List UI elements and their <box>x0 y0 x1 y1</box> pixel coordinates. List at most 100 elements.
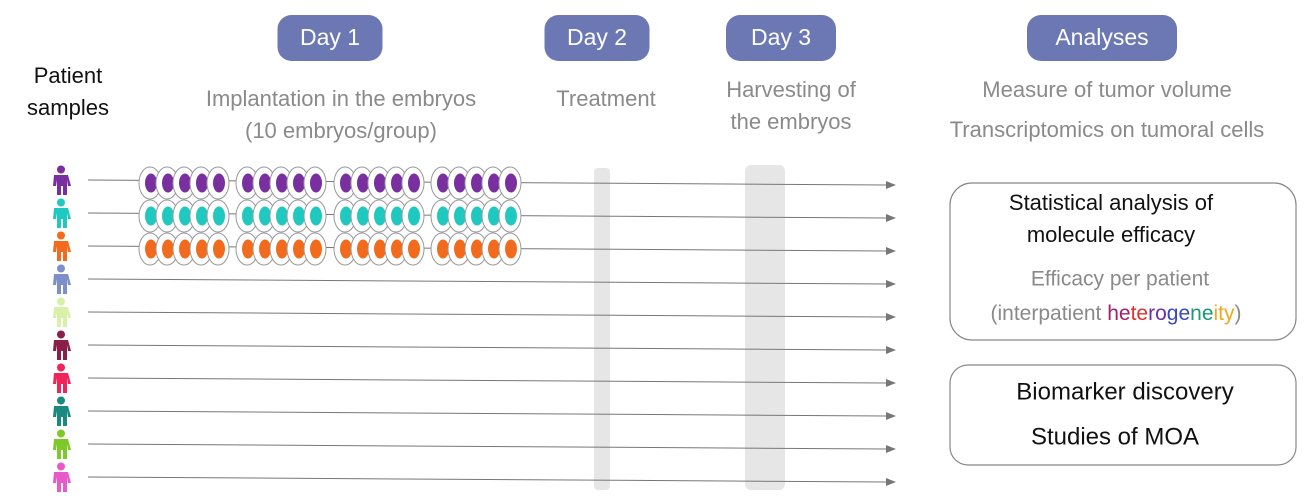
patient-head <box>57 298 65 306</box>
patient-body <box>53 373 71 393</box>
patient-body <box>53 472 71 492</box>
embryo-tumor <box>213 174 225 193</box>
embryo-tumor <box>145 207 157 226</box>
step-label: Transcriptomics on tumoral cells <box>950 117 1265 142</box>
patient-head <box>57 232 65 240</box>
arrow-head <box>886 346 896 354</box>
day-label: Analyses <box>1055 24 1148 50</box>
patient-head <box>57 397 65 405</box>
patient-body <box>53 175 71 195</box>
embryo-tumor <box>454 240 466 259</box>
day-label: Day 3 <box>751 24 811 50</box>
embryo-tumor <box>310 240 322 259</box>
embryo-tumor <box>391 174 403 193</box>
patient-head <box>57 199 65 207</box>
embryo-tumor <box>259 174 271 193</box>
embryo-tumor <box>310 174 322 193</box>
embryo-tumor <box>505 207 517 226</box>
embryo-tumor <box>471 240 483 259</box>
patient-head <box>57 463 65 471</box>
embryo-tumor <box>276 174 288 193</box>
arrow-head <box>886 214 896 222</box>
embryo-tumor <box>259 207 271 226</box>
arrow-head <box>886 478 896 486</box>
embryo-tumor <box>454 207 466 226</box>
embryo-tumor <box>437 174 449 193</box>
note-segment: he <box>1107 302 1130 325</box>
embryo-tumor <box>196 240 208 259</box>
embryo-tumor <box>357 240 369 259</box>
embryo-tumor <box>145 174 157 193</box>
note-segment: ) <box>1235 302 1242 325</box>
note-segment: te <box>1131 302 1149 325</box>
embryo-tumor <box>374 174 386 193</box>
embryo-tumor <box>374 207 386 226</box>
patient-body <box>53 406 71 426</box>
patient-head <box>57 166 65 174</box>
patient-body <box>53 274 71 294</box>
embryo-tumor <box>179 174 191 193</box>
step-label: Implantation in the embryos <box>206 86 476 111</box>
patient-body <box>53 307 71 327</box>
arrow-head <box>886 445 896 453</box>
arrow-head <box>886 181 896 189</box>
arrow-head <box>886 280 896 288</box>
embryo-tumor <box>391 240 403 259</box>
embryo-tumor <box>213 240 225 259</box>
embryo-tumor <box>340 207 352 226</box>
patient-body <box>53 208 71 228</box>
arrow-head <box>886 247 896 255</box>
box-note: (interpatient heterogeneity) <box>990 302 1241 325</box>
embryo-tumor <box>179 207 191 226</box>
embryo-tumor <box>340 240 352 259</box>
embryo-tumor <box>162 174 174 193</box>
embryo-tumor <box>408 207 420 226</box>
note-segment: (interpatient <box>990 302 1107 325</box>
embryo-tumor <box>162 207 174 226</box>
patient-body <box>53 439 71 459</box>
arrow-head <box>886 379 896 387</box>
harvest-bar <box>745 165 785 490</box>
step-label: Treatment <box>556 86 655 111</box>
day-label: Day 1 <box>300 24 360 50</box>
box-text: Studies of MOA <box>1031 423 1199 450</box>
patient-head <box>57 364 65 372</box>
embryo-tumor <box>437 240 449 259</box>
embryo-tumor <box>213 207 225 226</box>
step-label: Measure of tumor volume <box>982 77 1231 102</box>
embryo-tumor <box>471 174 483 193</box>
arrow-head <box>886 412 896 420</box>
step-label: (10 embryos/group) <box>245 118 437 143</box>
arrow-head <box>886 313 896 321</box>
box-text: Statistical analysis of <box>1009 190 1214 215</box>
embryo-tumor <box>145 240 157 259</box>
embryo-tumor <box>357 174 369 193</box>
embryo-tumor <box>408 240 420 259</box>
patient-body <box>53 241 71 261</box>
diagram: Statistical analysis of molecule efficac… <box>0 0 1307 498</box>
step-label: Harvesting of <box>726 77 857 102</box>
embryo-tumor <box>276 207 288 226</box>
embryo-tumor <box>488 240 500 259</box>
embryo-tumor <box>179 240 191 259</box>
embryo-tumor <box>242 174 254 193</box>
patient-body <box>53 340 71 360</box>
embryo-tumor <box>505 240 517 259</box>
embryo-tumor <box>162 240 174 259</box>
embryo-tumor <box>196 207 208 226</box>
embryo-tumor <box>488 207 500 226</box>
embryo-tumor <box>293 174 305 193</box>
step-label: the embryos <box>730 109 851 134</box>
embryo-tumor <box>242 207 254 226</box>
patient-head <box>57 331 65 339</box>
note-segment: ne <box>1190 302 1213 325</box>
patient-head <box>57 265 65 273</box>
box-text: Efficacy per patient <box>1031 268 1209 291</box>
embryo-tumor <box>374 240 386 259</box>
embryo-tumor <box>471 207 483 226</box>
note-segment: ity <box>1214 302 1236 325</box>
embryo-tumor <box>276 240 288 259</box>
note-segment: ro <box>1148 302 1167 325</box>
embryo-tumor <box>242 240 254 259</box>
embryo-tumor <box>340 174 352 193</box>
